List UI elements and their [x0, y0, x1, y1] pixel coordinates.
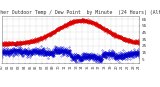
Title: Milwaukee Weather Outdoor Temp / Dew Point  by Minute  (24 Hours) (Alternate): Milwaukee Weather Outdoor Temp / Dew Poi…: [0, 10, 160, 15]
